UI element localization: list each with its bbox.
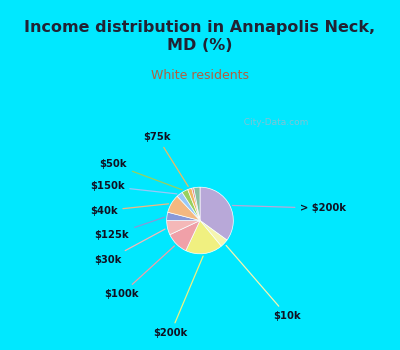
Text: $50k: $50k <box>100 159 182 190</box>
Text: $200k: $200k <box>154 256 203 338</box>
Wedge shape <box>192 188 200 220</box>
Wedge shape <box>167 212 200 220</box>
Wedge shape <box>168 196 200 220</box>
Text: White residents: White residents <box>151 69 249 82</box>
Wedge shape <box>177 193 200 220</box>
Wedge shape <box>188 188 200 220</box>
Wedge shape <box>200 187 233 240</box>
Wedge shape <box>182 189 200 220</box>
Text: City-Data.com: City-Data.com <box>238 118 309 127</box>
Text: > $200k: > $200k <box>232 203 346 213</box>
Text: $100k: $100k <box>104 246 174 299</box>
Text: $125k: $125k <box>95 217 164 240</box>
Wedge shape <box>167 220 200 235</box>
Wedge shape <box>200 220 227 246</box>
Text: $30k: $30k <box>95 229 165 265</box>
Wedge shape <box>194 187 200 220</box>
Wedge shape <box>170 220 200 251</box>
Text: Income distribution in Annapolis Neck,
MD (%): Income distribution in Annapolis Neck, M… <box>24 20 376 53</box>
Text: $150k: $150k <box>90 181 177 194</box>
Text: $40k: $40k <box>90 204 168 216</box>
Wedge shape <box>186 220 221 254</box>
Text: $75k: $75k <box>144 132 188 187</box>
Text: $10k: $10k <box>226 245 301 321</box>
